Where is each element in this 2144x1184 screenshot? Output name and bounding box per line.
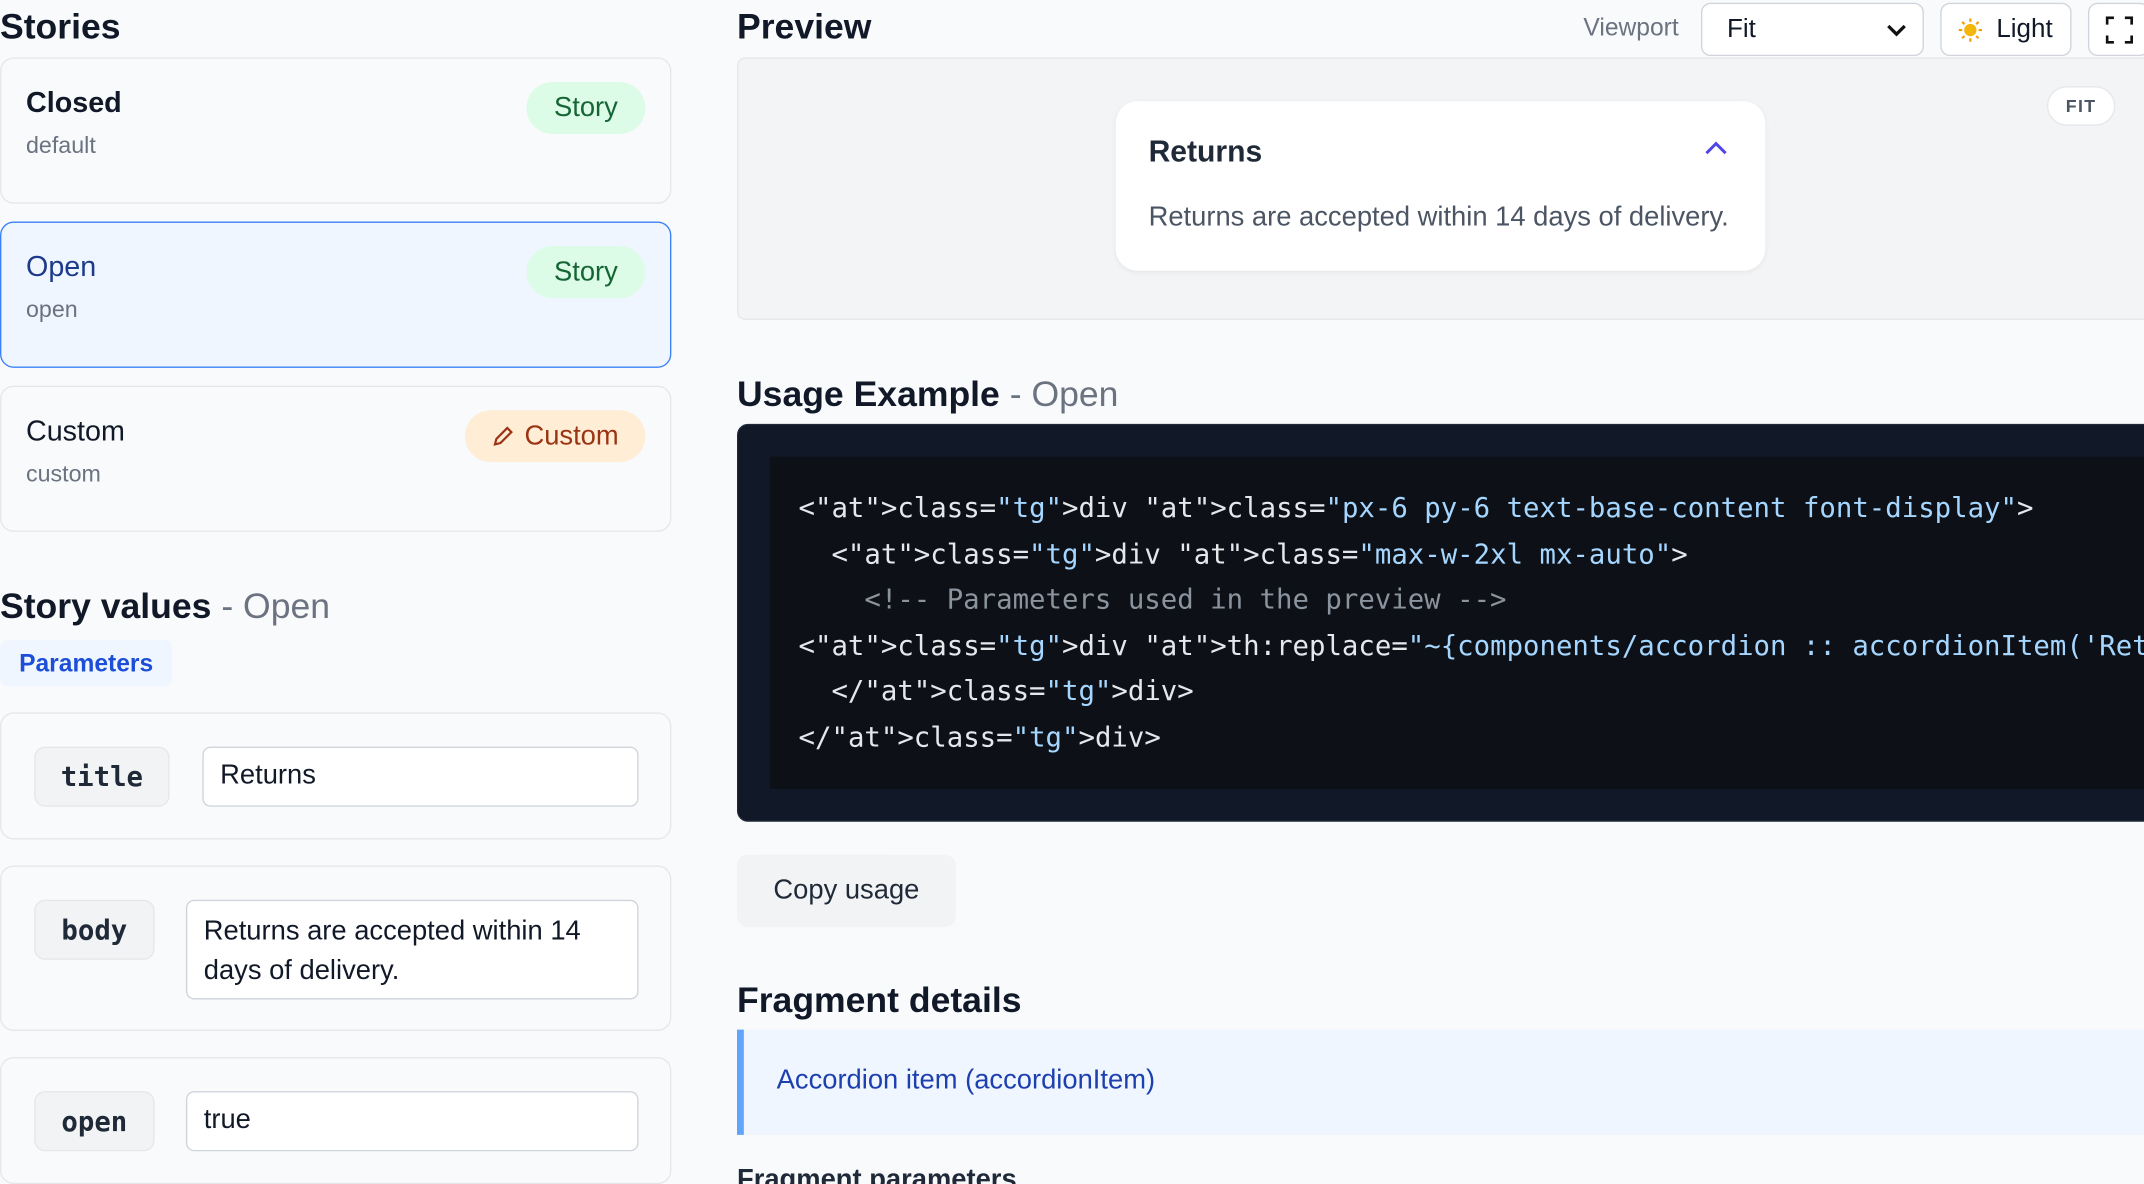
story-card-selected[interactable]: Open open Story	[0, 221, 672, 368]
code-line: <!-- Parameters used in the preview -->	[798, 582, 1507, 616]
code-line: <"at">class="tg">div "at">th:replace="~{…	[798, 628, 2144, 662]
param-input[interactable]: Returns	[202, 746, 639, 807]
story-name: Open	[25, 251, 97, 284]
badge-text: Story	[553, 256, 618, 287]
story-slug: open	[25, 296, 78, 323]
param-card: body Returns are accepted within 14 days…	[0, 865, 672, 1031]
code-line: </"at">class="tg">div>	[798, 719, 1161, 753]
story-name: Custom	[25, 415, 125, 448]
chevron-up	[1705, 141, 1727, 155]
title-suffix: - Open	[221, 585, 331, 627]
code-line: <"at">class="tg">div "at">class="max-w-2…	[798, 536, 1688, 570]
fragment-params-title: Fragment parameters	[737, 1164, 1017, 1184]
badge-text: Custom	[524, 420, 619, 451]
story-card[interactable]: Closed default Story	[0, 57, 672, 204]
viewport-select[interactable]: Fit	[1700, 2, 1924, 57]
story-card[interactable]: Custom custom Custom	[0, 385, 672, 532]
preview-title: Preview	[737, 5, 872, 47]
story-name: Closed	[25, 87, 122, 119]
story-badge: Story	[526, 82, 646, 135]
fullscreen-button[interactable]	[2087, 2, 2144, 57]
code-line: </"at">class="tg">div>	[798, 674, 1194, 707]
copy-button[interactable]: Copy usage	[737, 854, 956, 928]
viewport-label: Viewport	[1583, 13, 1679, 42]
code-line: <"at">class="tg">div "at">class="px-6 py…	[798, 490, 2034, 524]
param-input[interactable]: Returns are accepted within 14 days of d…	[185, 899, 639, 1000]
story-badge: Story	[526, 246, 646, 299]
accordion-item[interactable]: Returns Returns are accepted within 14 d…	[1115, 101, 1766, 271]
custom-badge: Custom	[464, 410, 646, 463]
pencil-icon	[492, 426, 513, 446]
accordion-title: Returns	[1148, 134, 1263, 169]
badge-text: Story	[553, 92, 618, 123]
theme-button[interactable]: Light	[1940, 2, 2072, 57]
param-key: body	[34, 899, 155, 960]
parameters-tab[interactable]: Parameters	[0, 639, 173, 687]
param-card: title Returns	[0, 712, 672, 840]
title: Story values	[0, 585, 212, 627]
title-suffix: - Open	[1009, 373, 1119, 415]
stories-title: Stories	[0, 5, 121, 47]
preview-frame: FIT Returns Returns are accepted within …	[737, 57, 2144, 320]
param-input[interactable]: true	[185, 1091, 639, 1152]
code-area: <"at">class="tg">div "at">class="px-6 py…	[769, 456, 2144, 789]
story-slug: default	[25, 132, 96, 159]
fragment-title: Fragment details	[737, 979, 1022, 1021]
select-arrow	[1887, 24, 1906, 36]
fullscreen-icon	[2105, 15, 2133, 44]
story-slug: custom	[25, 460, 101, 487]
story-values-title: Story values - Open	[0, 585, 330, 627]
param-card: open true	[0, 1056, 672, 1184]
code-block: <"at">class="tg">div "at">class="px-6 py…	[737, 423, 2144, 822]
accordion-body: Returns are accepted within 14 days of d…	[1148, 202, 1729, 233]
fragment-box: Accordion item (accordionItem)	[737, 1029, 2144, 1135]
param-key: open	[34, 1091, 155, 1152]
theme-text: Light	[1996, 14, 2053, 44]
title: Usage Example	[737, 373, 1000, 415]
fit-badge: FIT	[2046, 86, 2116, 126]
fragment-link[interactable]: Accordion item (accordionItem)	[776, 1065, 1156, 1096]
sun-icon	[1958, 17, 1982, 42]
usage-title: Usage Example - Open	[737, 373, 1118, 415]
param-key: title	[34, 746, 170, 807]
viewport-value: Fit	[1726, 14, 1756, 44]
